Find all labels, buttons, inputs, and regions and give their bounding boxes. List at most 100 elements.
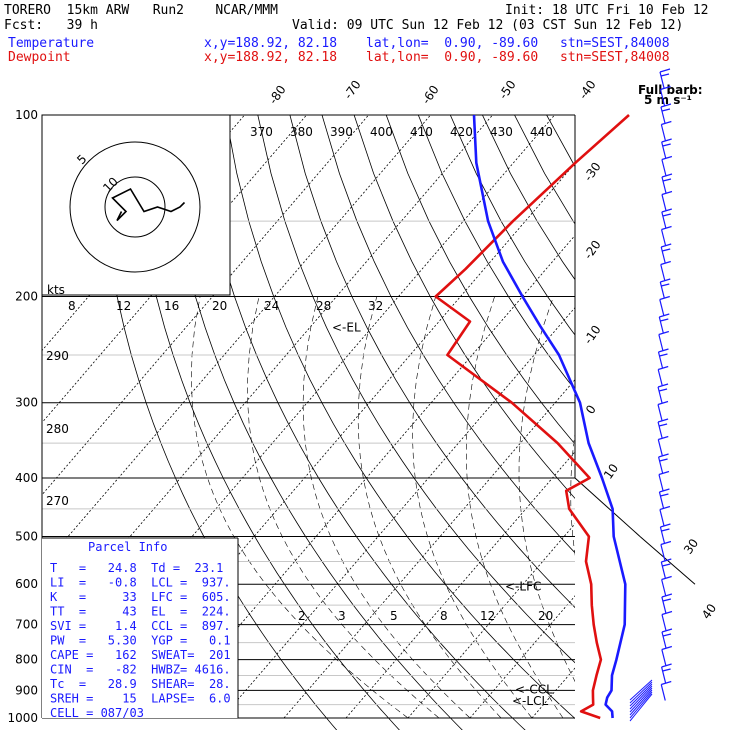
right-border-diag bbox=[574, 477, 641, 537]
wind-barb-flag bbox=[662, 213, 671, 217]
isotherm-line bbox=[531, 667, 575, 719]
mixing-ratio-label-20: 20 bbox=[212, 299, 227, 313]
isotherm-line bbox=[42, 115, 369, 496]
dry-adiabat bbox=[289, 115, 575, 609]
isotherm-label-30: 30 bbox=[681, 536, 701, 557]
temperature-latlon: lat,lon= 0.90, -89.60 bbox=[366, 36, 539, 51]
parcel-info-row: CELL = 087/03 bbox=[50, 706, 144, 720]
wind-barb-staff bbox=[660, 684, 666, 701]
wind-barb-flag bbox=[658, 423, 668, 427]
wind-barb-flag bbox=[657, 418, 669, 423]
isotherm-label-0: 0 bbox=[583, 402, 599, 416]
wind-barb-flag bbox=[661, 663, 672, 668]
dry-adiabat bbox=[579, 115, 740, 731]
isotherm-label--60: -60 bbox=[419, 83, 442, 107]
theta-label-380: 380 bbox=[290, 125, 313, 139]
parcel-info-row: LI = -0.8 LCL = 937. bbox=[50, 576, 231, 590]
dry-adiabat bbox=[675, 115, 740, 731]
parcel-info-row: TT = 43 EL = 224. bbox=[50, 605, 231, 619]
wind-barb-staff bbox=[659, 299, 665, 316]
dry-adiabat bbox=[353, 115, 575, 499]
wind-barb-flag bbox=[662, 633, 672, 637]
wind-barb-surface bbox=[629, 693, 653, 722]
parcel-info-bg bbox=[42, 538, 238, 718]
temperature-stn: stn=SEST,84008 bbox=[560, 36, 670, 51]
isotherm-line bbox=[159, 234, 575, 719]
theta-label-430: 430 bbox=[490, 125, 513, 139]
mixing-ratio-label-8: 8 bbox=[68, 299, 76, 313]
wind-barb-flag bbox=[661, 120, 672, 126]
wind-barb-staff bbox=[658, 334, 664, 351]
dewpoint-latlon: lat,lon= 0.90, -89.60 bbox=[366, 50, 539, 65]
wind-barb-flag bbox=[662, 248, 671, 252]
init-time: Init: 18 UTC Fri 10 Feb 12 bbox=[505, 3, 709, 18]
wind-barb-staff bbox=[658, 491, 665, 509]
wind-barb-staff bbox=[657, 351, 664, 369]
side-theta-label-280: 280 bbox=[46, 422, 69, 436]
theta-label-420: 420 bbox=[450, 125, 473, 139]
isotherm-line bbox=[42, 115, 431, 568]
wind-barb-staff bbox=[661, 631, 667, 649]
wind-barb-staff bbox=[661, 596, 667, 614]
mixing-ratio-label-24: 24 bbox=[264, 299, 279, 313]
mixing-ratio-label-low-5: 5 bbox=[390, 609, 398, 623]
pressure-label: 100 bbox=[15, 108, 38, 122]
wind-barb-surface bbox=[629, 691, 653, 719]
dry-adiabat bbox=[611, 115, 740, 731]
isotherm-label--50: -50 bbox=[496, 78, 519, 102]
mixing-ratio-label-low-8: 8 bbox=[440, 609, 448, 623]
side-theta-label-270: 270 bbox=[46, 494, 69, 508]
parcel-info-title: Parcel Info bbox=[88, 540, 167, 554]
temperature-xy: x,y=188.92, 82.18 bbox=[204, 36, 338, 51]
wind-barb-staff bbox=[661, 159, 667, 176]
moist-adiabat bbox=[518, 296, 575, 683]
wind-barb-staff bbox=[661, 614, 667, 631]
marker-el: <-EL bbox=[332, 320, 361, 334]
isotherm-label--70: -70 bbox=[341, 78, 364, 102]
wind-barb-flag bbox=[661, 208, 672, 213]
wind-barb-staff bbox=[659, 281, 665, 299]
wind-barb-staff bbox=[659, 89, 666, 106]
wind-barb-flag bbox=[661, 108, 671, 112]
barb-unit: 5 m s⁻¹ bbox=[644, 93, 692, 107]
moist-adiabat bbox=[466, 296, 564, 719]
parcel-info-row: K = 33 LFC = 605. bbox=[50, 590, 231, 604]
wind-barb-surface bbox=[629, 679, 653, 701]
dry-adiabat bbox=[385, 115, 575, 445]
isotherm-label-10: 10 bbox=[601, 461, 621, 482]
mixing-ratio-label-16: 16 bbox=[164, 299, 179, 313]
mixing-ratio-label-32: 32 bbox=[368, 299, 383, 313]
forecast-hour: Fcst: 39 h bbox=[4, 18, 98, 33]
wind-barb-staff bbox=[661, 194, 667, 211]
barb-title: Full barb: bbox=[638, 83, 703, 97]
theta-label-370: 370 bbox=[250, 125, 273, 139]
isotherm-label-40: 40 bbox=[699, 601, 719, 622]
wind-barb-flag bbox=[661, 528, 670, 532]
wind-barb-flag bbox=[662, 563, 671, 567]
parcel-info-row: CAPE = 162 SWEAT= 201 bbox=[50, 648, 231, 662]
wind-barb-flag bbox=[661, 558, 672, 563]
moist-adiabat bbox=[302, 296, 471, 719]
wind-barb-flag bbox=[662, 178, 672, 182]
isotherm-line bbox=[594, 115, 740, 718]
dry-adiabat bbox=[482, 115, 575, 281]
theta-label-390: 390 bbox=[330, 125, 353, 139]
parcel-info-row: CIN = -82 HWBZ= 4616. bbox=[50, 663, 231, 677]
pressure-label: 300 bbox=[15, 396, 38, 410]
dry-adiabat bbox=[643, 115, 740, 731]
wind-barb-flag bbox=[660, 493, 669, 497]
mixing-ratio-label-low-2: 2 bbox=[298, 609, 306, 623]
dry-adiabat bbox=[321, 115, 575, 554]
wind-barb-flag bbox=[660, 103, 672, 108]
isotherm-label--20: -20 bbox=[581, 238, 604, 262]
wind-barb-flag bbox=[660, 318, 669, 322]
isotherm-line bbox=[469, 595, 575, 719]
wind-barb-staff bbox=[657, 404, 663, 421]
isotherm-label--30: -30 bbox=[581, 160, 604, 184]
wind-barb-flag bbox=[658, 348, 669, 353]
wind-barb-flag bbox=[662, 668, 671, 672]
parcel-info-box: Parcel Info T = 24.8 Td = 23.1LI = -0.8 L… bbox=[42, 537, 239, 720]
valid-time: Valid: 09 UTC Sun 12 Feb 12 (03 CST Sun … bbox=[292, 18, 684, 33]
